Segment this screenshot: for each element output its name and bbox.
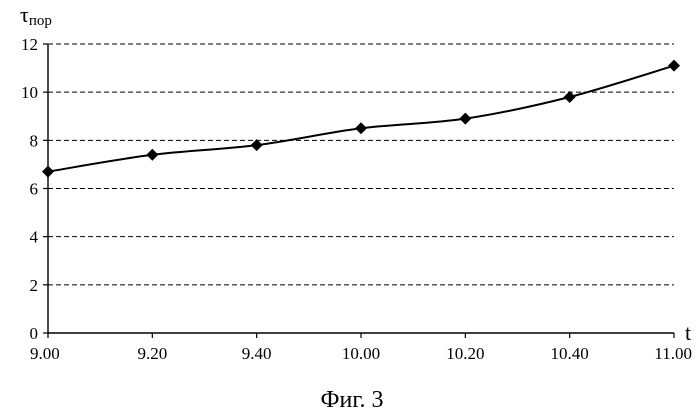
y-tick-label: 4	[30, 228, 39, 247]
x-tick-label: 9.00	[30, 344, 60, 363]
y-tick-label: 8	[30, 131, 39, 150]
series-line	[48, 66, 674, 172]
series-path	[48, 66, 674, 172]
y-tick-label: 12	[21, 35, 38, 54]
axes	[43, 44, 674, 338]
x-tick-label: 9.20	[137, 344, 167, 363]
x-axis-label: t	[685, 320, 691, 345]
x-tick-label: 11.00	[654, 344, 692, 363]
x-tick-label: 10.20	[446, 344, 484, 363]
data-point-marker	[42, 166, 54, 178]
y-axis-label: τпор	[20, 2, 52, 29]
x-tick-label: 10.40	[551, 344, 589, 363]
data-point-marker	[668, 60, 680, 72]
y-tick-label: 0	[30, 324, 39, 343]
data-point-marker	[355, 122, 367, 134]
y-tick-labels: 0 2 4 6 8 10 12	[21, 35, 39, 343]
y-tick-label: 2	[30, 276, 39, 295]
grid-lines	[48, 44, 674, 285]
x-tick-label: 10.00	[342, 344, 380, 363]
data-points	[42, 60, 680, 178]
data-point-marker	[459, 113, 471, 125]
data-point-marker	[146, 149, 158, 161]
y-tick-label: 10	[21, 83, 38, 102]
x-tick-labels: 9.00 9.20 9.40 10.00 10.20 10.40 11.00	[30, 344, 692, 363]
figure-caption: Фиг. 3	[321, 387, 384, 413]
data-point-marker	[251, 139, 263, 151]
y-tick-label: 6	[30, 180, 39, 199]
data-point-marker	[564, 91, 576, 103]
x-tick-label: 9.40	[242, 344, 272, 363]
